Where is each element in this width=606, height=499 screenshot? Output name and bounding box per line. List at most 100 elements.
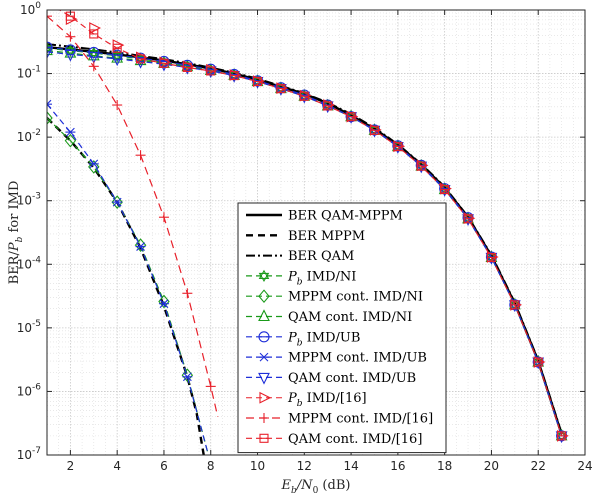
legend-marker <box>258 331 270 343</box>
data-point <box>463 214 473 224</box>
legend-marker <box>258 372 270 385</box>
y-tick-label: 100 <box>20 1 41 17</box>
y-tick-label: 10-1 <box>17 65 41 81</box>
legend-label: BER QAM-MPPM <box>288 209 403 224</box>
x-tick-label: 6 <box>160 459 168 473</box>
legend-marker <box>258 309 270 322</box>
legend-label: MPPM cont. IMD/[16] <box>288 412 433 427</box>
triangle-down-marker <box>47 47 53 60</box>
data-point <box>346 112 356 122</box>
legend-label: Pb IMD/UB <box>287 330 360 348</box>
square-marker <box>43 0 51 7</box>
x-axis-label: Eb/N0 (dB) <box>281 478 351 495</box>
hexagram-b <box>258 272 270 282</box>
legend-entry: QAM cont. IMD/NI <box>246 309 412 325</box>
data-point <box>252 76 263 87</box>
hexagram-a <box>258 269 270 279</box>
data-point <box>533 357 543 367</box>
legend-label: MPPM cont. IMD/UB <box>288 351 427 366</box>
data-point <box>206 66 216 76</box>
triangle-up-marker <box>47 43 53 56</box>
legend-entry: QAM cont. IMD/[16] <box>246 432 422 447</box>
legend: BER QAM-MPPM BER MPPM BER QAM Pb IMD/NI MPPM… <box>237 202 447 454</box>
legend-entry: Pb IMD/[16] <box>246 391 367 409</box>
data-point <box>112 197 123 207</box>
data-point <box>88 160 100 174</box>
data-point <box>47 111 53 125</box>
legend-entry: MPPM cont. IMD/[16] <box>246 412 433 427</box>
triangle-down-marker <box>258 372 270 385</box>
data-point <box>323 101 333 111</box>
data-point <box>158 299 169 309</box>
legend-entry: MPPM cont. IMD/UB <box>246 351 427 366</box>
y-tick-label: 10-4 <box>17 255 42 271</box>
legend-label: QAM cont. IMD/[16] <box>288 432 422 447</box>
triangle-down-marker <box>158 59 170 72</box>
data-point <box>182 62 192 72</box>
asterisk-a <box>47 103 52 109</box>
data-point <box>111 195 123 209</box>
data-point <box>47 47 53 60</box>
data-point <box>229 71 239 81</box>
data-point <box>299 91 309 101</box>
data-point <box>87 52 100 64</box>
data-point <box>88 159 99 169</box>
data-point <box>158 294 170 309</box>
series-12 <box>43 0 567 441</box>
legend-entry: MPPM cont. IMD/NI <box>246 289 423 305</box>
plot-frame <box>46 9 586 456</box>
legend-label: QAM cont. IMD/UB <box>288 371 416 386</box>
y-tick-label: 10-2 <box>17 128 41 144</box>
triangle-up-marker <box>64 45 77 58</box>
y-tick-label: 10-3 <box>17 192 41 208</box>
data-point <box>89 29 99 39</box>
x-tick-label: 16 <box>390 459 405 473</box>
legend-label: Pb IMD/[16] <box>287 391 367 409</box>
data-point <box>369 125 380 135</box>
data-point <box>65 31 76 42</box>
x-tick-label: 10 <box>250 459 265 473</box>
data-point <box>47 43 53 56</box>
triangle-up-marker <box>87 48 100 61</box>
triangle-right-marker <box>259 391 272 404</box>
data-point <box>89 22 102 34</box>
axis-labels: 2 4 6 8 10 12 14 16 18 20 22 2410010-110-210-310-41… <box>7 1 593 496</box>
data-point <box>136 54 146 64</box>
data-point <box>47 41 53 53</box>
data-point <box>510 300 520 310</box>
data-point <box>182 288 193 299</box>
x-tick-label: 22 <box>531 459 546 473</box>
legend-entry: Pb IMD/UB <box>246 330 360 348</box>
data-point <box>64 49 77 62</box>
series-11 <box>47 11 219 417</box>
series-line <box>47 15 219 417</box>
y-axis-label: BER/Pb for IMD <box>7 181 25 285</box>
legend-entry: BER MPPM <box>246 229 365 244</box>
diamond-marker <box>158 294 170 309</box>
data-point <box>47 99 52 109</box>
data-point <box>158 212 169 223</box>
legend-entry: QAM cont. IMD/UB <box>246 371 416 386</box>
series-line <box>58 10 563 437</box>
series-line <box>47 103 209 455</box>
x-tick-label: 4 <box>113 459 121 473</box>
series-group <box>43 0 569 455</box>
legend-label: Pb IMD/NI <box>287 269 356 287</box>
legend-marker <box>259 391 272 404</box>
data-point <box>111 54 124 67</box>
x-tick-label: 24 <box>577 459 592 473</box>
triangle-down-marker <box>111 54 124 67</box>
triangle-down-marker <box>87 52 100 64</box>
data-point <box>276 84 286 94</box>
legend-label: BER QAM <box>288 249 354 264</box>
triangle-down-marker <box>64 49 77 62</box>
data-point <box>440 184 450 195</box>
legend-marker <box>259 413 269 423</box>
series-8 <box>47 99 209 455</box>
data-point <box>111 50 124 63</box>
data-point <box>393 142 403 152</box>
diamond-marker <box>64 133 77 148</box>
legend-marker <box>259 352 269 362</box>
diamond-marker <box>258 289 270 304</box>
